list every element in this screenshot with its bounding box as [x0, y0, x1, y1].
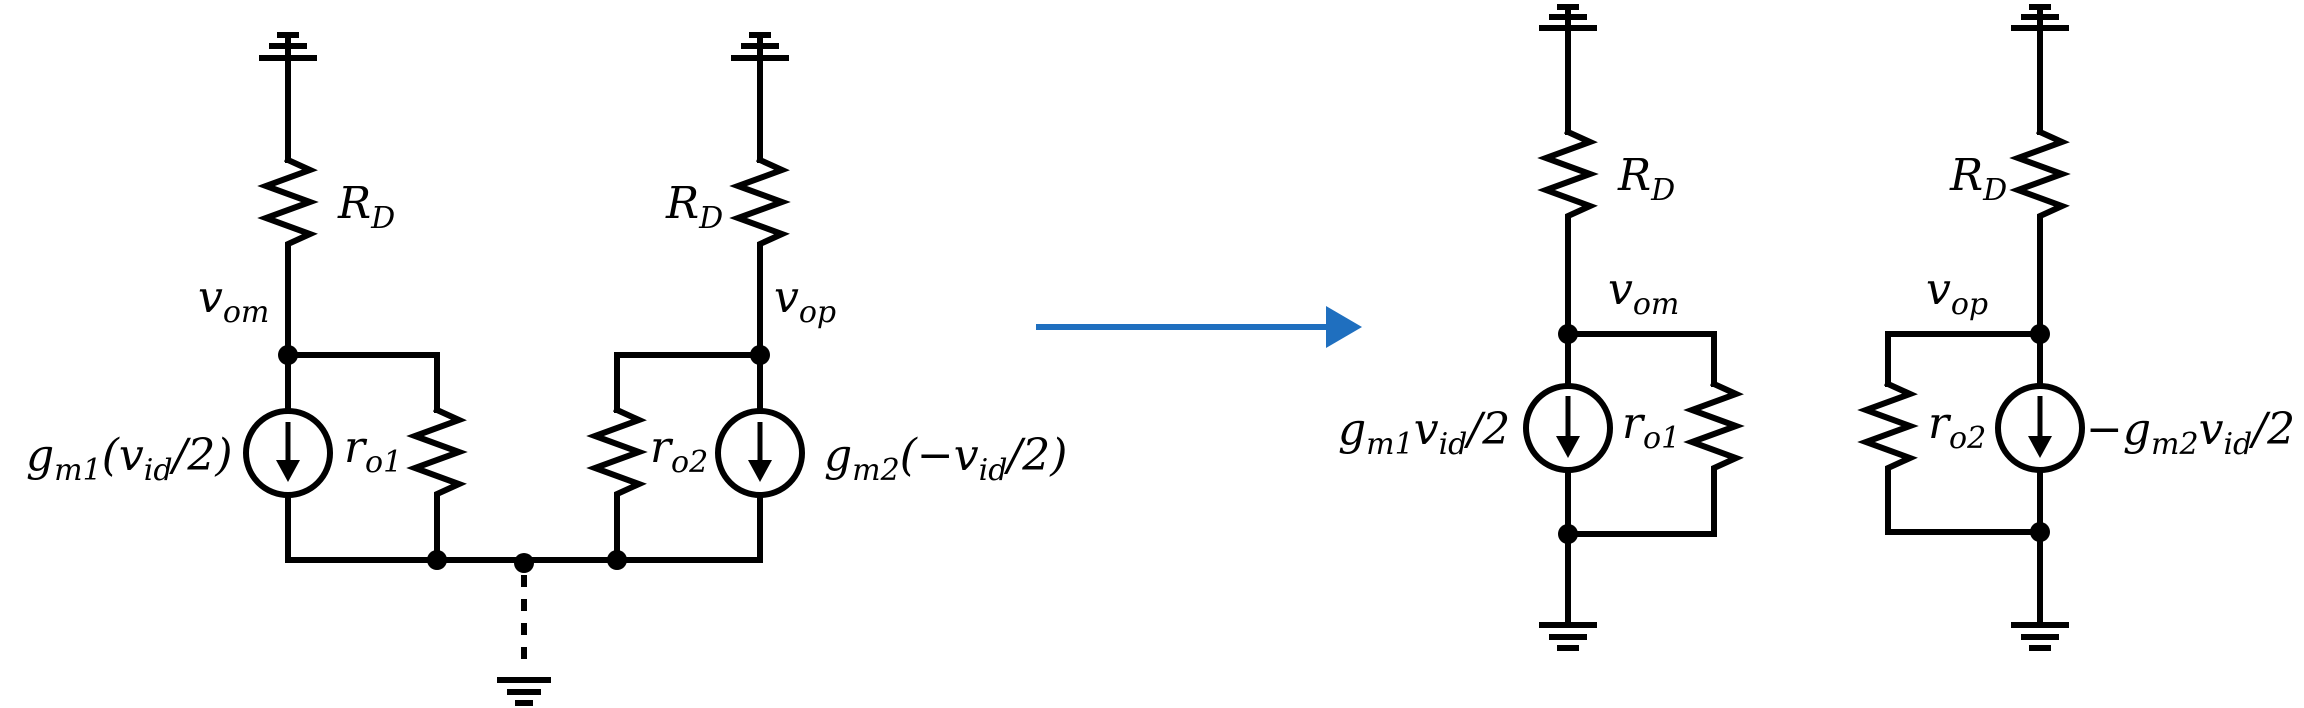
label-ro1-half1: ro1 [1622, 398, 1680, 456]
ground-symbol-half1 [1539, 622, 1597, 651]
node-bottom-half1 [1558, 524, 1578, 544]
supply-symbol-left [259, 32, 317, 163]
node-ro1-bottom [427, 550, 447, 570]
node-vom [278, 345, 298, 365]
resistor-rd-right [729, 156, 791, 358]
ground-symbol-virtual [497, 677, 551, 706]
label-gm1-half1: gm1vid/2 [1338, 404, 1510, 462]
label-gm2-source: gm2(−vid/2) [824, 430, 1067, 488]
label-vop: vop [774, 272, 836, 330]
label-rd-right: RD [665, 178, 723, 236]
label-ro1: ro1 [344, 422, 402, 480]
resistor-rd-half2 [2009, 128, 2071, 337]
resistor-ro2-half2 [1857, 380, 2043, 535]
label-rd-left: RD [337, 178, 395, 236]
label-vom-half1: vom [1608, 264, 1679, 322]
resistor-ro1-half1 [1565, 380, 1745, 537]
resistor-ro1 [406, 406, 468, 563]
transform-arrow [1036, 306, 1362, 348]
node-vom-half1 [1558, 324, 1578, 344]
label-rd-half2: RD [1949, 150, 2007, 208]
label-vop-half2: vop [1926, 264, 1988, 322]
supply-symbol-right [731, 32, 789, 163]
label-rd-half1: RD [1617, 150, 1675, 208]
ground-symbol-half2 [2011, 622, 2069, 651]
supply-symbol-half2 [2011, 4, 2069, 135]
label-gm2-half2: −gm2vid/2 [2086, 404, 2295, 462]
label-ro2-half2: ro2 [1928, 398, 1986, 456]
node-vop-half2 [2030, 324, 2050, 344]
resistor-rd-half1 [1537, 128, 1599, 337]
supply-symbol-half1 [1539, 4, 1597, 135]
left-differential-circuit: RD RD vom vop ro1 ro2 gm1(vid/2) gm2(−vi… [26, 32, 1067, 706]
half-circuit-right: RD vop ro2 −gm2vid/2 [1857, 4, 2295, 651]
label-ro2: ro2 [650, 422, 708, 480]
half-circuit-left: RD vom ro1 gm1vid/2 [1338, 4, 1745, 651]
node-vop [750, 345, 770, 365]
node-virtual-ground [514, 553, 534, 573]
resistor-ro2 [586, 406, 648, 563]
label-vom: vom [198, 272, 269, 330]
node-bottom-half2 [2030, 522, 2050, 542]
label-gm1-source: gm1(vid/2) [26, 430, 233, 488]
node-ro2-bottom [607, 550, 627, 570]
resistor-rd-left [257, 156, 319, 358]
